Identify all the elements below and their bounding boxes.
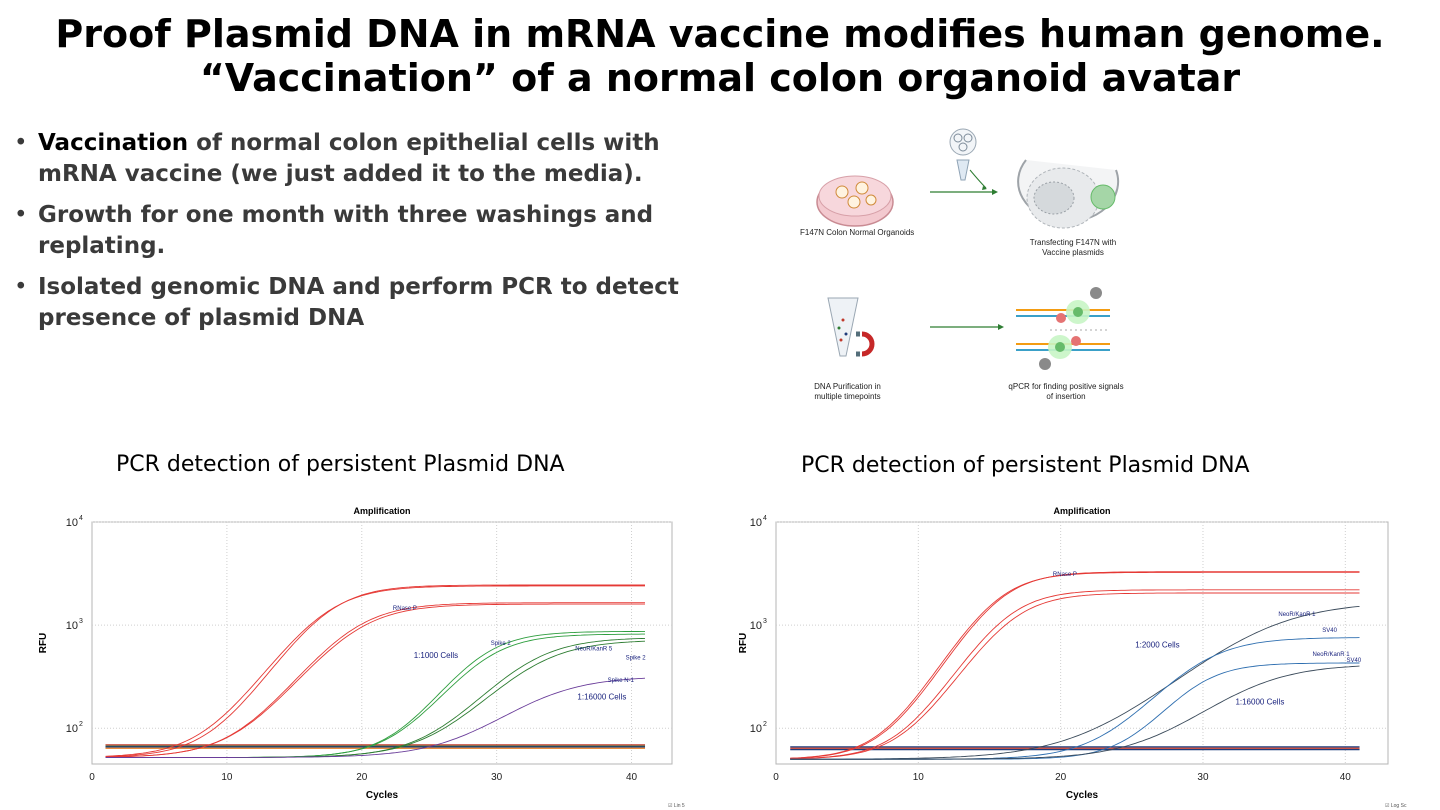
y-tick-label: 10	[750, 723, 762, 735]
series-annotation: RNase P	[393, 606, 417, 612]
x-axis-label: Cycles	[1066, 790, 1099, 801]
x-tick-label: 0	[773, 772, 779, 783]
bullet-item: • Isolated genomic DNA and perform PCR to…	[14, 274, 679, 331]
bullet-item: • Growth for one month with three washing…	[14, 202, 654, 259]
series-line	[105, 603, 645, 758]
series-annotation: 1:16000 Cells	[1235, 697, 1284, 706]
series-annotation: SV40	[1322, 628, 1337, 634]
y-tick-exponent: 3	[763, 618, 767, 625]
series-line	[790, 571, 1360, 759]
x-axis-label: Cycles	[366, 790, 399, 801]
series-line	[105, 584, 645, 758]
title-line-2: “Vaccination” of a normal colon organoid…	[199, 56, 1241, 100]
workflow-diagram: F147N Colon Normal Organoids Transfectin…	[780, 120, 1200, 410]
footer-note-left: ☑ Lin 5	[668, 803, 685, 809]
bullet-text: Isolated genomic DNA and perform PCR to …	[38, 274, 679, 331]
series-annotation: Spike 2	[626, 655, 647, 661]
x-tick-label: 20	[1055, 772, 1067, 783]
series-annotation: RNase P	[1053, 572, 1077, 578]
plot-area	[775, 521, 1389, 765]
series-annotation: NeoR/KanR 1	[1313, 652, 1351, 658]
series-line	[790, 589, 1360, 760]
series-line	[790, 665, 1360, 760]
x-tick-label: 20	[356, 772, 368, 783]
amplification-chart-right: 0 10 20 30 40 10 2 10 3 10 4 Amplification Cycles RFU…	[730, 500, 1410, 805]
bullet-list: • Vaccination of normal colon epithelial …	[14, 128, 694, 344]
x-tick-label: 40	[626, 772, 638, 783]
step-caption-organoids: F147N Colon Normal Organoids	[800, 228, 915, 237]
bullet-text: of normal colon epithelial cells with mR…	[38, 130, 660, 187]
petri-dish-icon	[816, 175, 894, 227]
step-caption-qpcr: qPCR for finding positive signals of ins…	[1008, 382, 1124, 401]
series-line	[790, 605, 1360, 760]
y-tick-exponent: 4	[763, 515, 767, 522]
series-line	[790, 592, 1360, 760]
chart-subtitle-left: PCR detection of persistent Plasmid DNA	[116, 452, 565, 477]
y-tick-exponent: 2	[763, 721, 767, 728]
x-tick-label: 40	[1340, 772, 1352, 783]
x-tick-label: 30	[1197, 772, 1209, 783]
y-tick-exponent: 4	[79, 515, 83, 522]
chart-title: Amplification	[1053, 506, 1110, 516]
plot-area	[91, 521, 673, 765]
y-tick-label: 10	[66, 620, 78, 632]
x-tick-label: 0	[89, 772, 95, 783]
y-tick-exponent: 2	[79, 721, 83, 728]
series-line	[790, 571, 1360, 759]
step-caption-purification: DNA Purification in multiple timepoints	[814, 382, 881, 401]
series-annotation: SV40	[1346, 658, 1361, 664]
series-line	[105, 585, 645, 757]
x-tick-label: 10	[221, 772, 233, 783]
workflow-graphic	[816, 128, 1120, 370]
series-annotation: Spike 2	[491, 641, 512, 647]
step-caption-transfection: Transfecting F147N with Vaccine plasmids	[1029, 238, 1117, 257]
series-annotation: NeoR/KanR 5	[575, 646, 613, 652]
bullet-strong: Vaccination	[38, 130, 189, 156]
amplification-chart-left: 0 10 20 30 40 10 2 10 3 10 4 Amplification Cycles RFU…	[30, 500, 690, 805]
chart-title: Amplification	[353, 506, 410, 516]
dna-purification-tube-icon	[827, 297, 875, 357]
y-tick-exponent: 3	[79, 618, 83, 625]
cell-transfection-icon	[1017, 159, 1120, 229]
series-annotation: NeoR/KanR 1	[1278, 612, 1316, 618]
x-tick-label: 30	[491, 772, 503, 783]
series-annotation: Spike N-1	[608, 678, 635, 684]
bullet-item: • Vaccination of normal colon epithelial …	[14, 130, 660, 187]
y-tick-label: 10	[750, 620, 762, 632]
series-annotation: 1:2000 Cells	[1135, 640, 1179, 649]
y-tick-label: 10	[750, 517, 762, 529]
chart-subtitle-right: PCR detection of persistent Plasmid DNA	[801, 453, 1250, 478]
plasmid-tube-icon	[949, 128, 987, 190]
series-annotation: 1:1000 Cells	[414, 651, 458, 660]
y-axis-label: RFU	[38, 633, 49, 654]
title-line-1: Proof Plasmid DNA in mRNA vaccine modifi…	[55, 12, 1385, 56]
x-tick-label: 10	[913, 772, 925, 783]
qpcr-probe-icon	[1016, 287, 1110, 370]
y-axis-label: RFU	[738, 633, 749, 654]
series-annotation: 1:16000 Cells	[577, 692, 626, 701]
y-tick-label: 10	[66, 517, 78, 529]
bullet-text: Growth for one month with three washings…	[38, 202, 654, 259]
slide-title: Proof Plasmid DNA in mRNA vaccine modifi…	[0, 12, 1440, 100]
footer-note-right: ☑ Log Sc	[1385, 803, 1407, 809]
y-tick-label: 10	[66, 723, 78, 735]
series-line	[105, 677, 646, 758]
